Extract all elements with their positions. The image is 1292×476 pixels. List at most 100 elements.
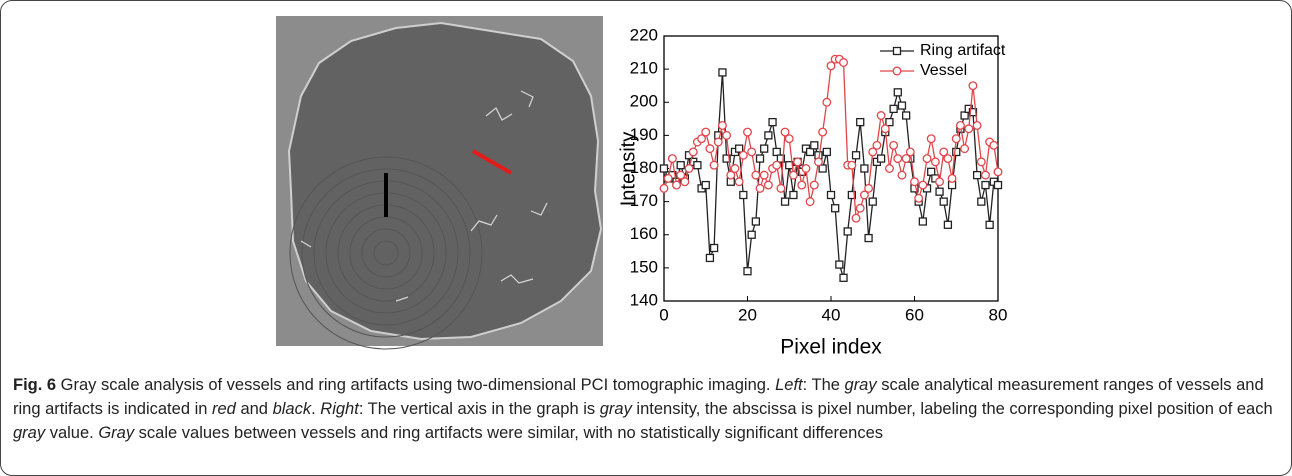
data-point [793, 157, 803, 167]
data-point [789, 190, 798, 200]
caption-text: scale analytical measurement ranges of v… [13, 376, 1269, 418]
data-point [705, 144, 715, 154]
data-point [726, 170, 736, 180]
data-point [822, 147, 831, 157]
legend-marker [892, 66, 902, 76]
data-point [718, 120, 727, 130]
data-point [889, 140, 899, 150]
legend-marker [892, 46, 902, 56]
data-point [843, 227, 852, 236]
data-point [697, 134, 707, 144]
data-point [701, 127, 711, 137]
data-point [810, 141, 819, 150]
y-tick-label: 190 [630, 125, 658, 144]
data-point [918, 180, 928, 190]
caption-text: gray [844, 376, 877, 394]
data-point [780, 127, 790, 137]
data-point [718, 68, 727, 77]
data-point [747, 230, 756, 239]
data-point [776, 154, 786, 163]
data-point [831, 204, 840, 213]
x-tick-label: 60 [905, 305, 924, 324]
caption-text: intensity, the abscissa is pixel number,… [631, 400, 1278, 418]
caption-text: gray [599, 400, 632, 418]
y-tick-label: 200 [630, 92, 658, 111]
data-point [839, 58, 848, 67]
data-point [809, 180, 819, 190]
caption-text: black [272, 400, 312, 418]
x-tick-label: 0 [659, 305, 668, 324]
tomography-image [276, 16, 603, 350]
y-tick-label: 150 [630, 257, 658, 276]
data-point [818, 164, 827, 173]
y-tick-label: 220 [630, 25, 658, 44]
caption-text: value. [45, 424, 99, 442]
data-point [947, 173, 957, 183]
data-point [763, 180, 773, 190]
data-point [739, 190, 748, 200]
caption-text: Right [320, 400, 359, 418]
data-point [855, 203, 865, 213]
data-point [952, 147, 961, 157]
data-point [993, 180, 1003, 190]
data-point [868, 147, 878, 157]
data-point [768, 117, 777, 127]
data-point [885, 117, 894, 127]
caption-text: Left [775, 376, 803, 394]
data-point [968, 108, 978, 117]
data-point [981, 180, 990, 190]
data-point [764, 131, 773, 140]
data-point [722, 130, 732, 140]
data-point [847, 190, 857, 200]
data-point [977, 197, 986, 206]
data-point [927, 167, 936, 176]
data-point [856, 117, 865, 127]
data-point [801, 164, 811, 173]
caption-text: gray [13, 424, 46, 442]
data-point [851, 151, 861, 160]
caption: Fig. 6 Gray scale analysis of vessels an… [13, 373, 1275, 445]
caption-text: red [212, 400, 236, 418]
data-point [755, 154, 765, 163]
data-point [972, 170, 982, 180]
data-point [667, 154, 677, 164]
y-axis-title: Intensity [617, 132, 639, 206]
data-point [659, 164, 669, 173]
data-point [876, 111, 886, 120]
data-point [935, 187, 944, 196]
caption-text: Gray [98, 424, 135, 442]
data-point [751, 217, 760, 226]
legend-label: Ring artifact [920, 42, 1006, 59]
data-point [902, 111, 911, 120]
data-point [818, 127, 828, 137]
data-point [747, 147, 757, 157]
data-point [860, 164, 869, 173]
data-point [864, 183, 874, 193]
data-point [939, 197, 948, 206]
data-point [972, 120, 982, 130]
data-point [784, 134, 794, 144]
data-point [989, 140, 999, 150]
data-point [910, 177, 919, 187]
data-point [835, 260, 844, 269]
data-point [868, 197, 877, 206]
data-point [885, 164, 894, 173]
caption-text: : The [802, 376, 845, 394]
data-point [880, 124, 890, 134]
x-tick-label: 40 [822, 305, 841, 324]
data-point [993, 167, 1003, 177]
legend-label: Vessel [920, 62, 967, 79]
data-point [960, 144, 970, 154]
data-point [826, 61, 836, 71]
data-point [659, 183, 669, 193]
data-point [797, 180, 807, 190]
data-point [918, 217, 927, 226]
caption-text: and [235, 400, 273, 418]
data-point [684, 164, 694, 173]
data-point [985, 220, 994, 229]
data-point [876, 154, 886, 163]
data-point [788, 170, 798, 180]
x-tick-label: 80 [989, 305, 1008, 324]
data-point [805, 197, 815, 207]
